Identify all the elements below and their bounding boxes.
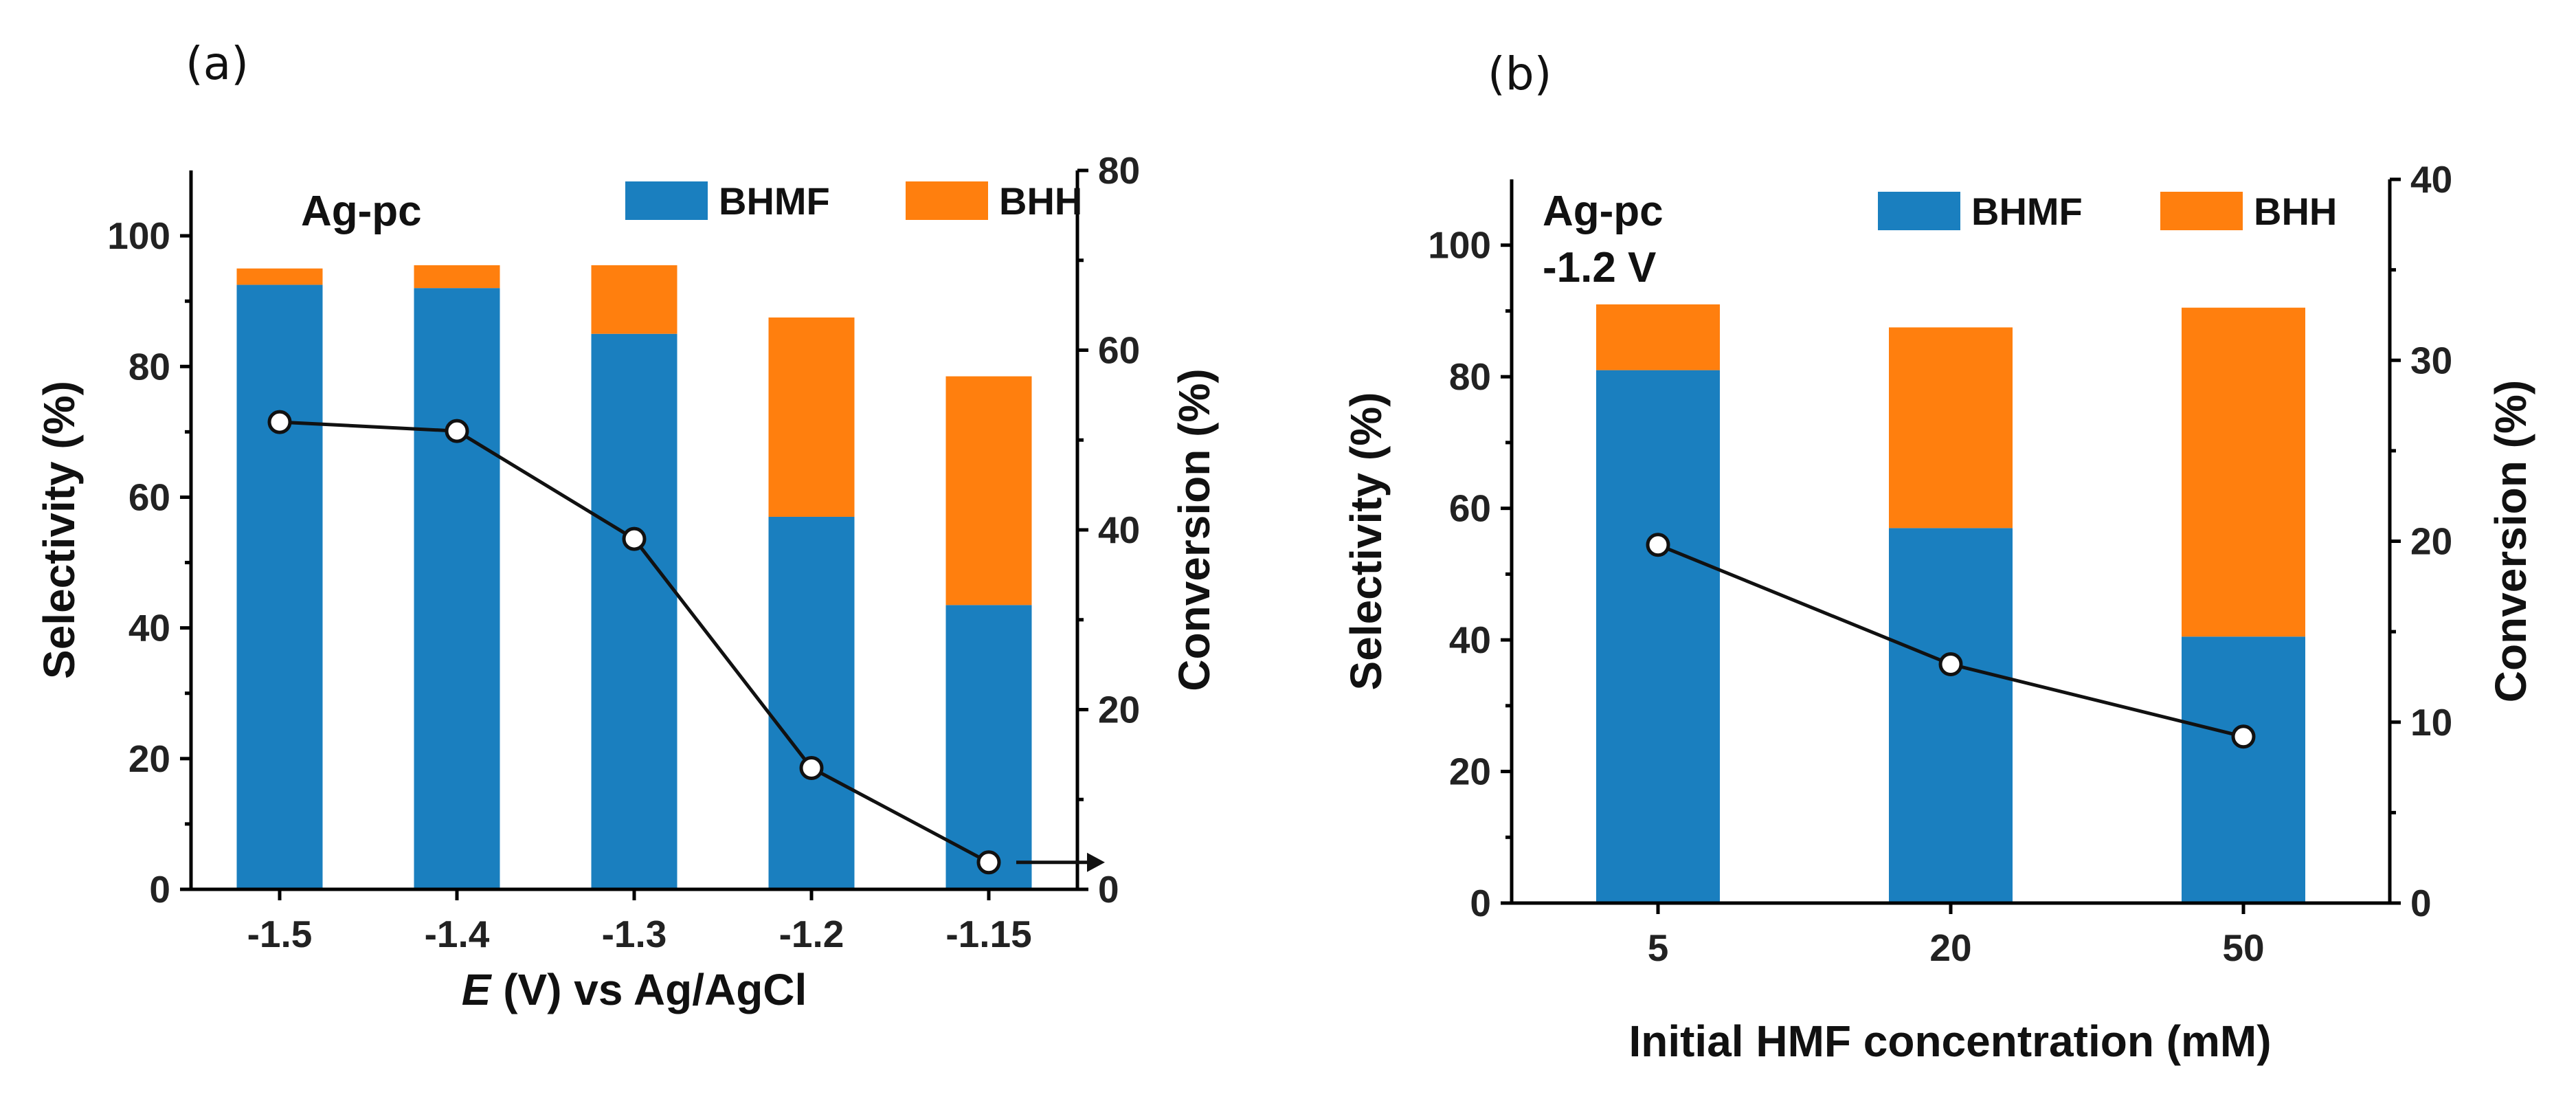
legend-label: BHMF: [719, 179, 830, 223]
y2-tick-label: 20: [2410, 520, 2452, 563]
x-tick-label: -1.5: [247, 913, 313, 955]
x-tick-label: -1.15: [945, 913, 1031, 955]
conversion-point: [267, 410, 292, 434]
bar-bhh-4: [945, 376, 1032, 605]
legend-label: BHH: [999, 179, 1082, 223]
y-tick-label: 40: [128, 607, 170, 649]
legend-label: BHMF: [1971, 190, 2083, 233]
x-tick-label: -1.4: [425, 913, 490, 955]
y-tick-label: 100: [107, 214, 170, 257]
legend-swatch: [2160, 192, 2243, 230]
y2-tick-label: 40: [1098, 509, 1140, 551]
conversion-point: [2231, 724, 2256, 749]
y-tick-label: 80: [128, 345, 170, 388]
y-tick-label: 40: [1449, 619, 1491, 661]
bar-bhh-2: [591, 265, 677, 334]
y-axis-title: Selectivity (%): [1341, 392, 1391, 691]
y2-tick-label: 40: [2410, 158, 2452, 201]
conversion-point: [445, 419, 469, 443]
bar-bhmf-4: [945, 605, 1032, 889]
y-tick-label: 80: [1449, 355, 1491, 398]
panel-a-label: (a): [186, 37, 249, 90]
legend-swatch: [906, 181, 988, 220]
y2-tick-label: 20: [1098, 689, 1140, 731]
legend-swatch: [625, 181, 708, 220]
annotation: Ag-pc: [1543, 188, 1664, 235]
y-tick-label: 0: [149, 868, 170, 911]
y2-tick-label: 80: [1098, 149, 1140, 192]
legend-swatch: [1878, 192, 1960, 230]
bar-bhmf-0: [1596, 370, 1720, 903]
bar-bhh-2: [2182, 307, 2305, 637]
y-tick-label: 60: [1449, 487, 1491, 530]
conversion-point: [622, 526, 647, 551]
y-tick-label: 20: [1449, 750, 1491, 793]
bar-bhmf-1: [1889, 528, 2013, 903]
x-tick-label: -1.2: [779, 913, 844, 955]
y2-axis-title: Conversion (%): [2486, 380, 2535, 702]
chart-a: 0 20 40 60 80 100 0 20 40 60 80 -1.5 -1.4 -1.3 -1.2 -1.…: [34, 149, 1219, 1014]
annotation: -1.2 V: [1543, 244, 1656, 291]
y-tick-label: 100: [1428, 224, 1491, 267]
y2-tick-label: 0: [2410, 882, 2432, 924]
y-axis-title: Selectivity (%): [34, 381, 84, 679]
y-tick-label: 60: [128, 476, 170, 518]
conversion-point: [976, 850, 1001, 875]
x-tick-label: -1.3: [602, 913, 667, 955]
bar-bhh-1: [1889, 327, 2013, 529]
bar-bhh-1: [414, 265, 500, 289]
y2-tick-label: 30: [2410, 339, 2452, 381]
x-axis-title-rest: (V) vs Ag/AgCl: [491, 965, 807, 1014]
bar-bhmf-0: [236, 285, 323, 890]
x-tick-label: 50: [2222, 926, 2264, 969]
y-tick-label: 0: [1470, 882, 1491, 924]
conversion-point: [1938, 652, 1963, 677]
bar-bhmf-1: [414, 288, 500, 889]
legend-label: BHH: [2254, 190, 2337, 233]
bar-bhh-3: [768, 317, 855, 517]
chart-b: 0 20 40 60 80 100 0 10 20 30 40 5 20 50 BHMF BHH Ag-pc -1…: [1341, 158, 2535, 1066]
y2-tick-label: 60: [1098, 329, 1140, 372]
x-axis-title: Initial HMF concentration (mM): [1628, 1016, 2271, 1066]
y2-axis-title: Conversion (%): [1169, 368, 1219, 691]
x-tick-label: 20: [1929, 926, 1971, 969]
conversion-point: [799, 755, 824, 780]
bar-bhmf-3: [768, 516, 855, 889]
x-tick-label: 5: [1648, 926, 1669, 969]
y2-tick-label: 0: [1098, 868, 1119, 911]
conversion-point: [1646, 533, 1670, 557]
annotation: Ag-pc: [301, 188, 422, 235]
x-axis-title-symbol: E: [462, 965, 493, 1014]
bar-bhmf-2: [2182, 636, 2305, 903]
bar-bhmf-2: [591, 333, 677, 889]
bar-bhh-0: [236, 268, 323, 285]
y-tick-label: 20: [128, 737, 170, 780]
bar-bhh-0: [1596, 304, 1720, 370]
x-axis-title: E (V) vs Ag/AgCl: [462, 965, 807, 1014]
panel-b-label: (b): [1488, 47, 1552, 100]
y2-tick-label: 10: [2410, 701, 2452, 744]
arrow-head-icon: [1087, 852, 1105, 872]
